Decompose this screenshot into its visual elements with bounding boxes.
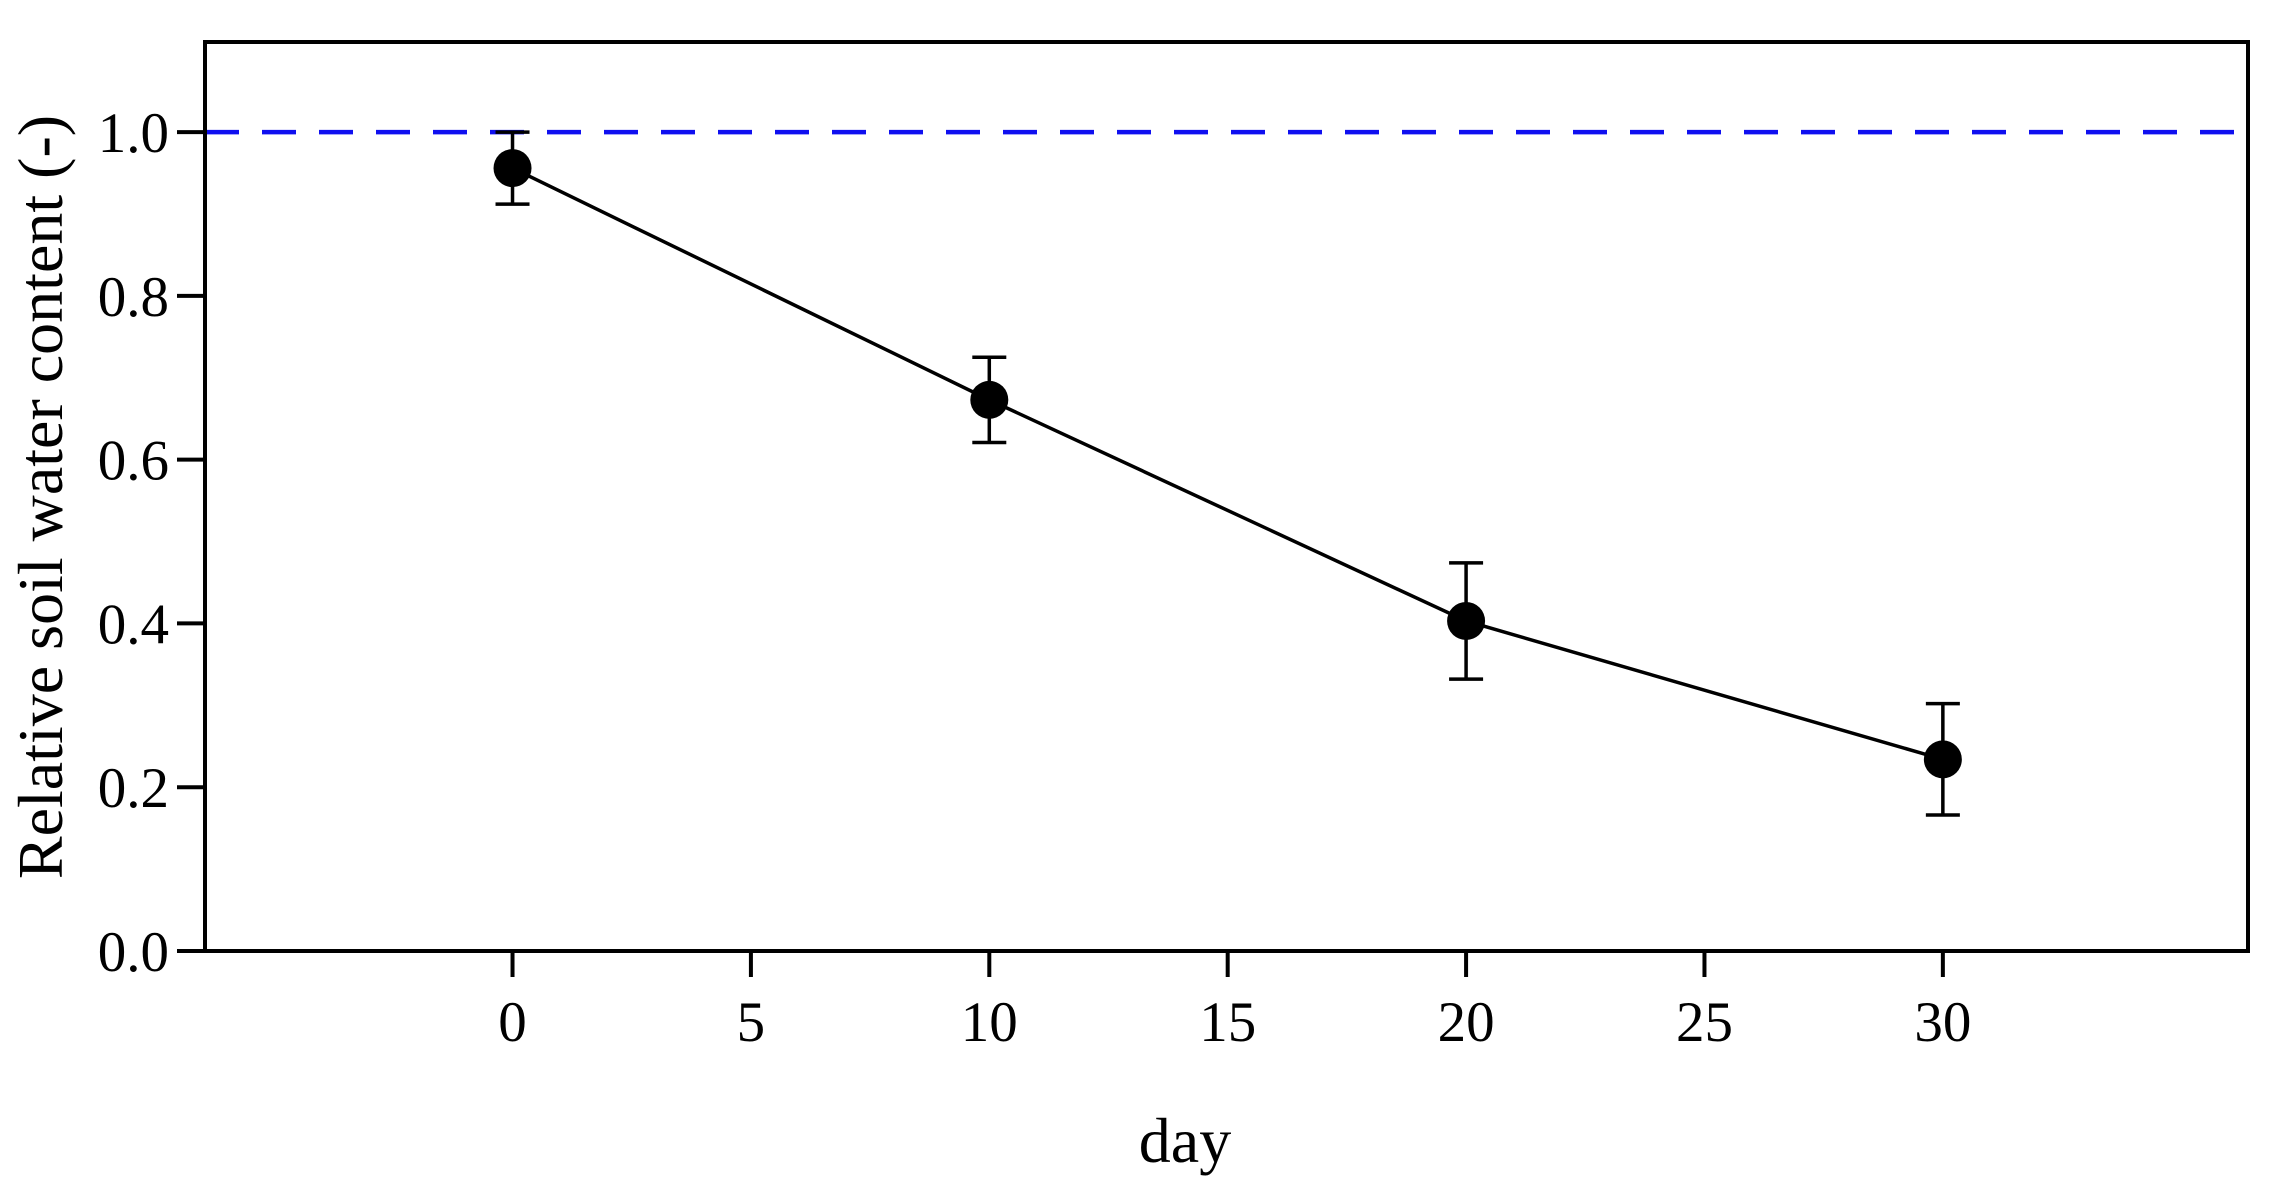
y-tick-label: 0.0: [98, 921, 169, 984]
x-tick-label: 0: [498, 991, 527, 1054]
data-point-marker: [1923, 740, 1962, 779]
x-tick-label: 30: [1914, 991, 1971, 1054]
data-point-marker: [493, 149, 532, 188]
data-line: [511, 166, 1944, 762]
x-tick-label: 25: [1676, 991, 1733, 1054]
y-tick-label: 0.6: [98, 430, 169, 493]
y-tick-label: 0.4: [98, 593, 169, 656]
y-axis-title: Relative soil water content (-): [5, 115, 76, 879]
x-tick-label: 15: [1199, 991, 1256, 1054]
data-point-marker: [970, 380, 1009, 419]
y-tick-label: 1.0: [98, 102, 169, 165]
data-point-marker: [1447, 601, 1486, 640]
x-axis-title: day: [1139, 1105, 1231, 1176]
y-tick-label: 0.8: [98, 266, 169, 329]
x-tick-label: 20: [1438, 991, 1495, 1054]
plot-area: 0.0 0.2 0.4 0.6 0.8 1.0 0 5 10 15 20 25 30: [98, 40, 2250, 1054]
x-tick-label: 10: [961, 991, 1018, 1054]
y-tick-label: 0.2: [98, 757, 169, 820]
x-tick-label: 5: [737, 991, 766, 1054]
